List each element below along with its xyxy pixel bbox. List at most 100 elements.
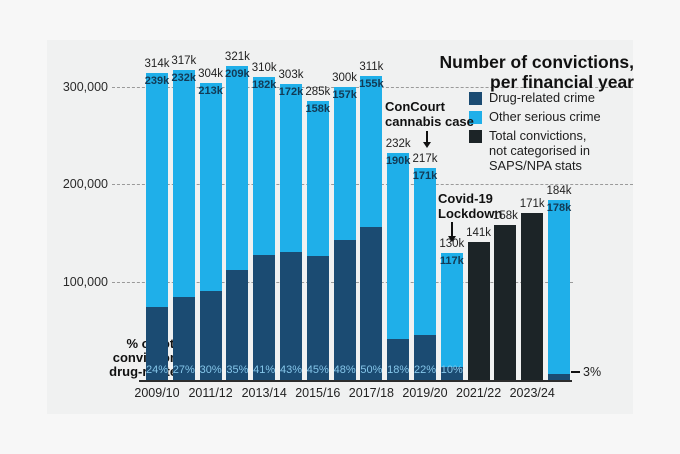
- bar-other-serious-crime: [226, 66, 249, 271]
- bar-other-value-label: 178k: [546, 202, 572, 215]
- bar-other-serious-crime: [172, 69, 195, 297]
- x-axis-year-label: 2021/22: [456, 386, 502, 400]
- y-axis-label: 300,000: [62, 79, 108, 94]
- chart-title-line2: per financial year: [490, 72, 634, 93]
- bar-total-label: 141k: [466, 227, 492, 240]
- bar-other-serious-crime: [280, 83, 302, 252]
- bar-other-serious-crime: [440, 252, 463, 368]
- bar-other-serious-crime: [306, 101, 329, 256]
- bar-other-value-label: 190k: [385, 155, 411, 168]
- bar-total-label: 171k: [519, 197, 545, 210]
- annotation-line: ConCourt: [385, 99, 445, 114]
- x-axis-year-label: 2009/10: [134, 386, 180, 400]
- annotation-concourt-text: ConCourt cannabis case: [385, 99, 474, 129]
- bar-drug-percent-label: 24%: [145, 364, 169, 376]
- bar-drug-related-crime: [440, 367, 463, 380]
- bar-uncategorised-total: [521, 212, 544, 380]
- chart-title: Number of convictions, per financial yea…: [440, 52, 634, 93]
- legend-label: Total convictions, not categorised in SA…: [489, 128, 591, 174]
- bar-drug-related-crime: [387, 338, 410, 380]
- bar-other-serious-crime: [146, 72, 168, 307]
- bar-uncategorised-total: [494, 225, 517, 380]
- legend-label: Drug-related crime: [489, 90, 595, 105]
- down-arrow-icon: [426, 131, 428, 142]
- annotation-covid-text: Covid-19 Lockdown: [438, 191, 503, 221]
- bar-other-serious-crime: [360, 75, 383, 228]
- x-axis-year-label: 2015/16: [295, 386, 341, 400]
- legend-label: Other serious crime: [489, 109, 601, 124]
- bar-total-label: 310k: [251, 61, 277, 74]
- bar-other-serious-crime: [333, 86, 356, 241]
- bar-other-value-label: 158k: [305, 103, 331, 116]
- legend-item-uncategorised-total: Total convictions, not categorised in SA…: [469, 128, 591, 174]
- legend-label-line: not categorised in: [489, 142, 591, 158]
- bar-total-label: 317k: [171, 54, 197, 67]
- bar-drug-percent-label: 41%: [253, 364, 276, 376]
- bar-other-value-label: 239k: [144, 74, 170, 87]
- bar-other-value-label: 171k: [412, 169, 438, 182]
- bar-drug-percent-label: 10%: [440, 364, 463, 376]
- bar-drug-related-crime: [253, 254, 276, 380]
- legend-item-other-serious: Other serious crime: [469, 109, 601, 125]
- x-axis-line: [139, 380, 572, 382]
- bar-drug-percent-label: 45%: [306, 364, 329, 376]
- other-serious-swatch-icon: [469, 111, 482, 124]
- bar-total-label: 184k: [546, 185, 572, 198]
- bar-total-label: 314k: [144, 57, 170, 70]
- bar-drug-percent-label: 30%: [199, 364, 222, 376]
- bar-drug-percent-label: 18%: [387, 364, 410, 376]
- bar-other-serious-crime: [414, 167, 436, 335]
- bar-other-value-label: 172k: [278, 85, 304, 98]
- down-arrow-head-icon: [448, 236, 456, 242]
- drug-related-swatch-icon: [469, 92, 482, 105]
- bar-drug-related-crime: [360, 227, 383, 380]
- bar-other-value-label: 209k: [225, 68, 250, 81]
- bar-drug-percent-label: 35%: [226, 364, 249, 376]
- percent-callout-line: [571, 371, 580, 373]
- bar-other-serious-crime: [253, 76, 276, 255]
- bar-other-serious-crime: [199, 82, 222, 291]
- bar-drug-percent-label-outside: 3%: [583, 365, 602, 379]
- bar-total-label: 304k: [198, 67, 224, 80]
- bar-uncategorised-total: [467, 242, 490, 380]
- bar-drug-percent-label: 48%: [333, 364, 356, 376]
- bar-drug-related-crime: [414, 335, 436, 380]
- x-axis-year-label: 2011/12: [188, 386, 233, 400]
- annotation-line: Lockdown: [438, 205, 503, 221]
- bar-total-label: 285k: [305, 86, 331, 99]
- down-arrow-head-icon: [423, 142, 431, 148]
- bar-other-value-label: 155k: [359, 77, 384, 90]
- bar-total-label: 232k: [385, 138, 411, 151]
- bar-other-value-label: 157k: [332, 88, 357, 101]
- y-axis-label: 200,000: [62, 177, 108, 192]
- annotation-line: cannabis case: [385, 113, 474, 129]
- bar-drug-related-crime: [199, 291, 222, 380]
- bar-drug-related-crime: [146, 306, 168, 380]
- uncategorised-total-swatch-icon: [469, 130, 482, 143]
- bar-drug-related-crime: [306, 255, 329, 380]
- down-arrow-icon: [451, 222, 453, 236]
- bar-other-value-label: 232k: [171, 71, 197, 84]
- legend-label-line: Total convictions,: [489, 128, 587, 143]
- bar-total-label: 217k: [412, 152, 438, 165]
- annotation-line: Covid-19: [438, 191, 493, 206]
- bar-total-label: 321k: [224, 51, 250, 64]
- bar-other-serious-crime: [548, 200, 570, 375]
- x-axis-year-label: 2017/18: [348, 386, 394, 400]
- x-axis-year-label: 2019/20: [402, 386, 448, 400]
- x-axis-year-label: 2023/24: [509, 386, 555, 400]
- y-axis-label: 100,000: [62, 275, 108, 290]
- bar-drug-related-crime: [548, 374, 570, 380]
- bar-drug-percent-label: 27%: [172, 364, 195, 376]
- bar-total-label: 303k: [278, 68, 304, 81]
- bar-other-serious-crime: [387, 153, 410, 339]
- bar-total-label: 158k: [492, 210, 518, 223]
- bar-total-label: 300k: [332, 71, 358, 84]
- legend-item-drug-related: Drug-related crime: [469, 90, 595, 106]
- bar-other-value-label: 213k: [198, 84, 223, 97]
- bar-total-label: 130k: [439, 237, 465, 250]
- bar-drug-related-crime: [226, 270, 249, 380]
- bar-other-value-label: 182k: [251, 78, 277, 91]
